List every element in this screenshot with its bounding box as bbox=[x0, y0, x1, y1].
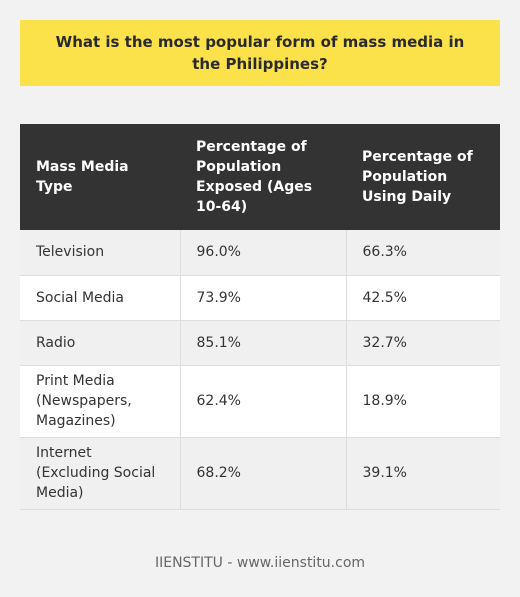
table-row: Television 96.0% 66.3% bbox=[20, 230, 500, 276]
table-row: Social Media 73.9% 42.5% bbox=[20, 275, 500, 321]
cell-exposed: 85.1% bbox=[180, 320, 347, 366]
cell-media-type: Print Media (Newspapers, Magazines) bbox=[20, 365, 181, 438]
cell-media-type: Internet (Excluding Social Media) bbox=[20, 437, 181, 510]
cell-exposed: 96.0% bbox=[180, 230, 347, 276]
cell-media-type: Television bbox=[20, 230, 181, 276]
cell-exposed: 73.9% bbox=[180, 275, 347, 321]
media-table: Mass Media Type Percentage of Population… bbox=[20, 124, 500, 510]
page-title-text: What is the most popular form of mass me… bbox=[55, 33, 465, 73]
cell-exposed: 68.2% bbox=[180, 437, 347, 510]
cell-exposed: 62.4% bbox=[180, 365, 347, 438]
cell-daily: 18.9% bbox=[346, 365, 500, 438]
page-title: What is the most popular form of mass me… bbox=[20, 20, 500, 86]
column-header-exposed: Percentage of Population Exposed (Ages 1… bbox=[196, 139, 313, 215]
cell-daily: 42.5% bbox=[346, 275, 500, 321]
cell-daily: 39.1% bbox=[346, 437, 500, 510]
footer-credit: IIENSTITU - www.iienstitu.com bbox=[154, 555, 366, 571]
header-row: Mass Media Type Percentage of Population… bbox=[20, 124, 500, 230]
cell-media-type: Social Media bbox=[20, 275, 181, 321]
cell-daily: 66.3% bbox=[346, 230, 500, 276]
table-row: Radio 85.1% 32.7% bbox=[20, 320, 500, 366]
cell-daily: 32.7% bbox=[346, 320, 500, 366]
table-header: Mass Media Type Percentage of Population… bbox=[20, 124, 500, 230]
table-row: Internet (Excluding Social Media) 68.2% … bbox=[20, 437, 500, 510]
table-row: Print Media (Newspapers, Magazines) 62.4… bbox=[20, 365, 500, 438]
column-header-media-type: Mass Media Type bbox=[36, 159, 129, 195]
cell-media-type: Radio bbox=[20, 320, 181, 366]
column-header-daily: Percentage of Population Using Daily bbox=[362, 149, 473, 205]
table-body: Television 96.0% 66.3% Social Media 73.9… bbox=[20, 230, 500, 510]
